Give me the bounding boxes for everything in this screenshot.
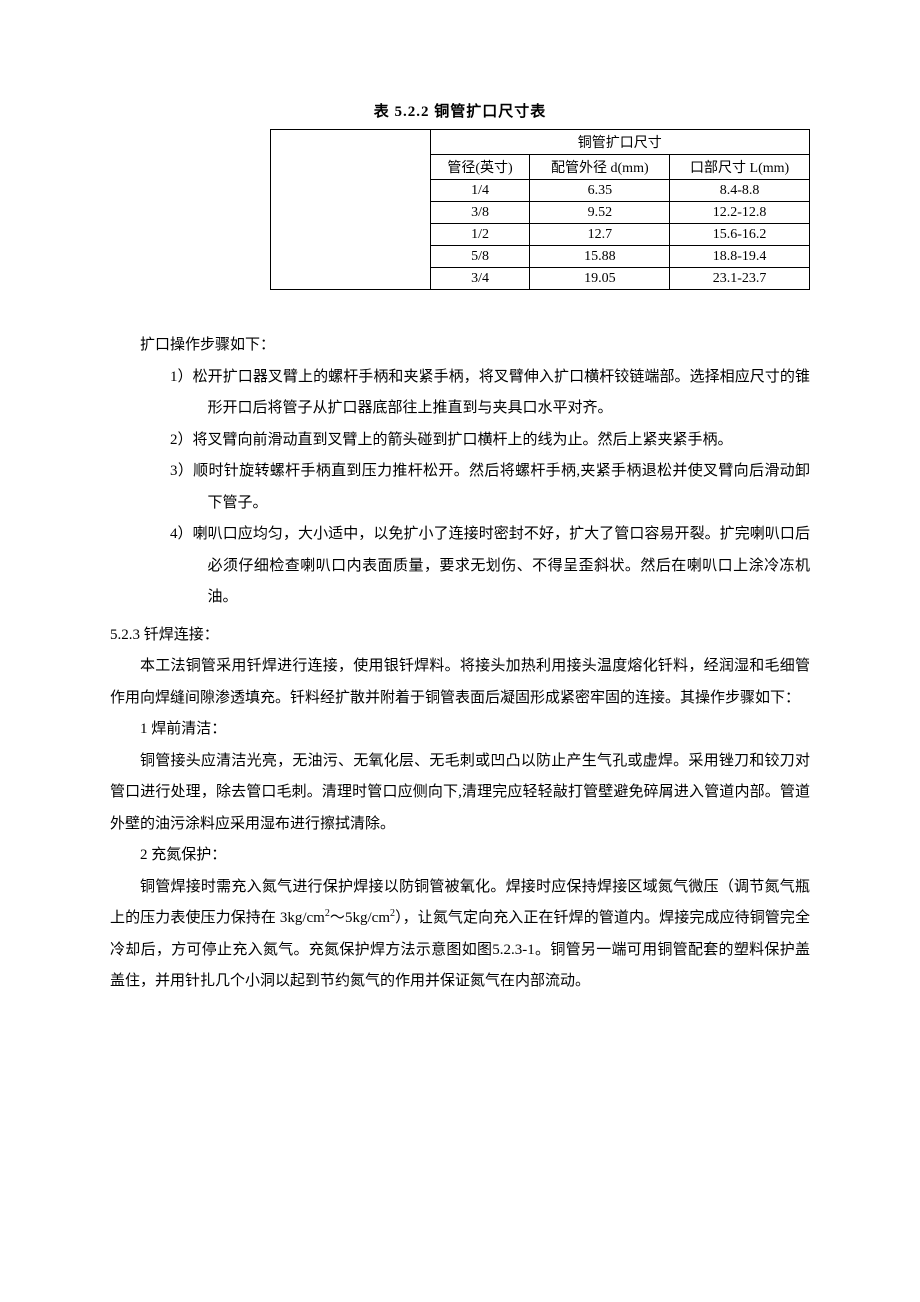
table-col-header: 口部尺寸 L(mm) [670, 155, 810, 180]
table-cell: 23.1-23.7 [670, 268, 810, 290]
table-cell: 12.2-12.8 [670, 202, 810, 224]
step-num: 1） [170, 369, 193, 385]
table-cell: 8.4-8.8 [670, 180, 810, 202]
table-cell: 3/8 [430, 202, 530, 224]
table-cell: 5/8 [430, 246, 530, 268]
table-cell: 15.6-16.2 [670, 224, 810, 246]
sub2-text-b: ～5kg/cm [330, 910, 390, 926]
table-col-header: 配管外径 d(mm) [530, 155, 670, 180]
sub2-paragraph: 铜管焊接时需充入氮气进行保护焊接以防铜管被氧化。焊接时应保持焊接区域氮气微压（调… [110, 872, 810, 998]
table-cell: 9.52 [530, 202, 670, 224]
table-cell: 1/2 [430, 224, 530, 246]
table-cell: 12.7 [530, 224, 670, 246]
table-cell: 19.05 [530, 268, 670, 290]
table-wrapper: 铜管扩口尺寸 管径(英寸) 配管外径 d(mm) 口部尺寸 L(mm) 1/4 … [110, 129, 810, 290]
step-text: 将叉臂向前滑动直到叉臂上的箭头碰到扩口横杆上的线为止。然后上紧夹紧手柄。 [193, 432, 733, 448]
table-blank-left [271, 130, 431, 290]
table-header-span: 铜管扩口尺寸 [430, 130, 809, 155]
section-523-heading: 5.2.3 钎焊连接： [110, 620, 810, 652]
step-text: 顺时针旋转螺杆手柄直到压力推杆松开。然后将螺杆手柄,夹紧手柄退松并使叉臂向后滑动… [193, 463, 810, 511]
sub1-heading: 1 焊前清洁： [110, 714, 810, 746]
sub2-heading: 2 充氮保护： [110, 840, 810, 872]
table-cell: 1/4 [430, 180, 530, 202]
table-cell: 15.88 [530, 246, 670, 268]
step-item: 2）将叉臂向前滑动直到叉臂上的箭头碰到扩口横杆上的线为止。然后上紧夹紧手柄。 [140, 425, 810, 457]
document-page: 表 5.2.2 铜管扩口尺寸表 铜管扩口尺寸 管径(英寸) 配管外径 d(mm)… [110, 100, 810, 998]
step-item: 4）喇叭口应均匀，大小适中，以免扩小了连接时密封不好，扩大了管口容易开裂。扩完喇… [140, 519, 810, 614]
sub1-paragraph: 铜管接头应清洁光亮，无油污、无氧化层、无毛刺或凹凸以防止产生气孔或虚焊。采用锉刀… [110, 746, 810, 841]
table-cell: 18.8-19.4 [670, 246, 810, 268]
table-col-header: 管径(英寸) [430, 155, 530, 180]
pipe-size-table: 铜管扩口尺寸 管径(英寸) 配管外径 d(mm) 口部尺寸 L(mm) 1/4 … [270, 129, 810, 290]
steps-section: 扩口操作步骤如下： 1）松开扩口器叉臂上的螺杆手柄和夹紧手柄，将叉臂伸入扩口横杆… [110, 330, 810, 998]
step-num: 4） [170, 526, 193, 542]
step-text: 喇叭口应均匀，大小适中，以免扩小了连接时密封不好，扩大了管口容易开裂。扩完喇叭口… [193, 526, 810, 605]
step-num: 2） [170, 432, 193, 448]
step-item: 1）松开扩口器叉臂上的螺杆手柄和夹紧手柄，将叉臂伸入扩口横杆铰链端部。选择相应尺… [140, 362, 810, 425]
steps-intro: 扩口操作步骤如下： [110, 330, 810, 362]
step-text: 松开扩口器叉臂上的螺杆手柄和夹紧手柄，将叉臂伸入扩口横杆铰链端部。选择相应尺寸的… [193, 369, 810, 417]
step-num: 3） [170, 463, 193, 479]
section-523-p1: 本工法铜管采用钎焊进行连接，使用银钎焊料。将接头加热利用接头温度熔化钎料，经润湿… [110, 651, 810, 714]
step-item: 3）顺时针旋转螺杆手柄直到压力推杆松开。然后将螺杆手柄,夹紧手柄退松并使叉臂向后… [140, 456, 810, 519]
steps-list: 1）松开扩口器叉臂上的螺杆手柄和夹紧手柄，将叉臂伸入扩口横杆铰链端部。选择相应尺… [110, 362, 810, 614]
table-title: 表 5.2.2 铜管扩口尺寸表 [110, 100, 810, 121]
table-cell: 3/4 [430, 268, 530, 290]
table-cell: 6.35 [530, 180, 670, 202]
